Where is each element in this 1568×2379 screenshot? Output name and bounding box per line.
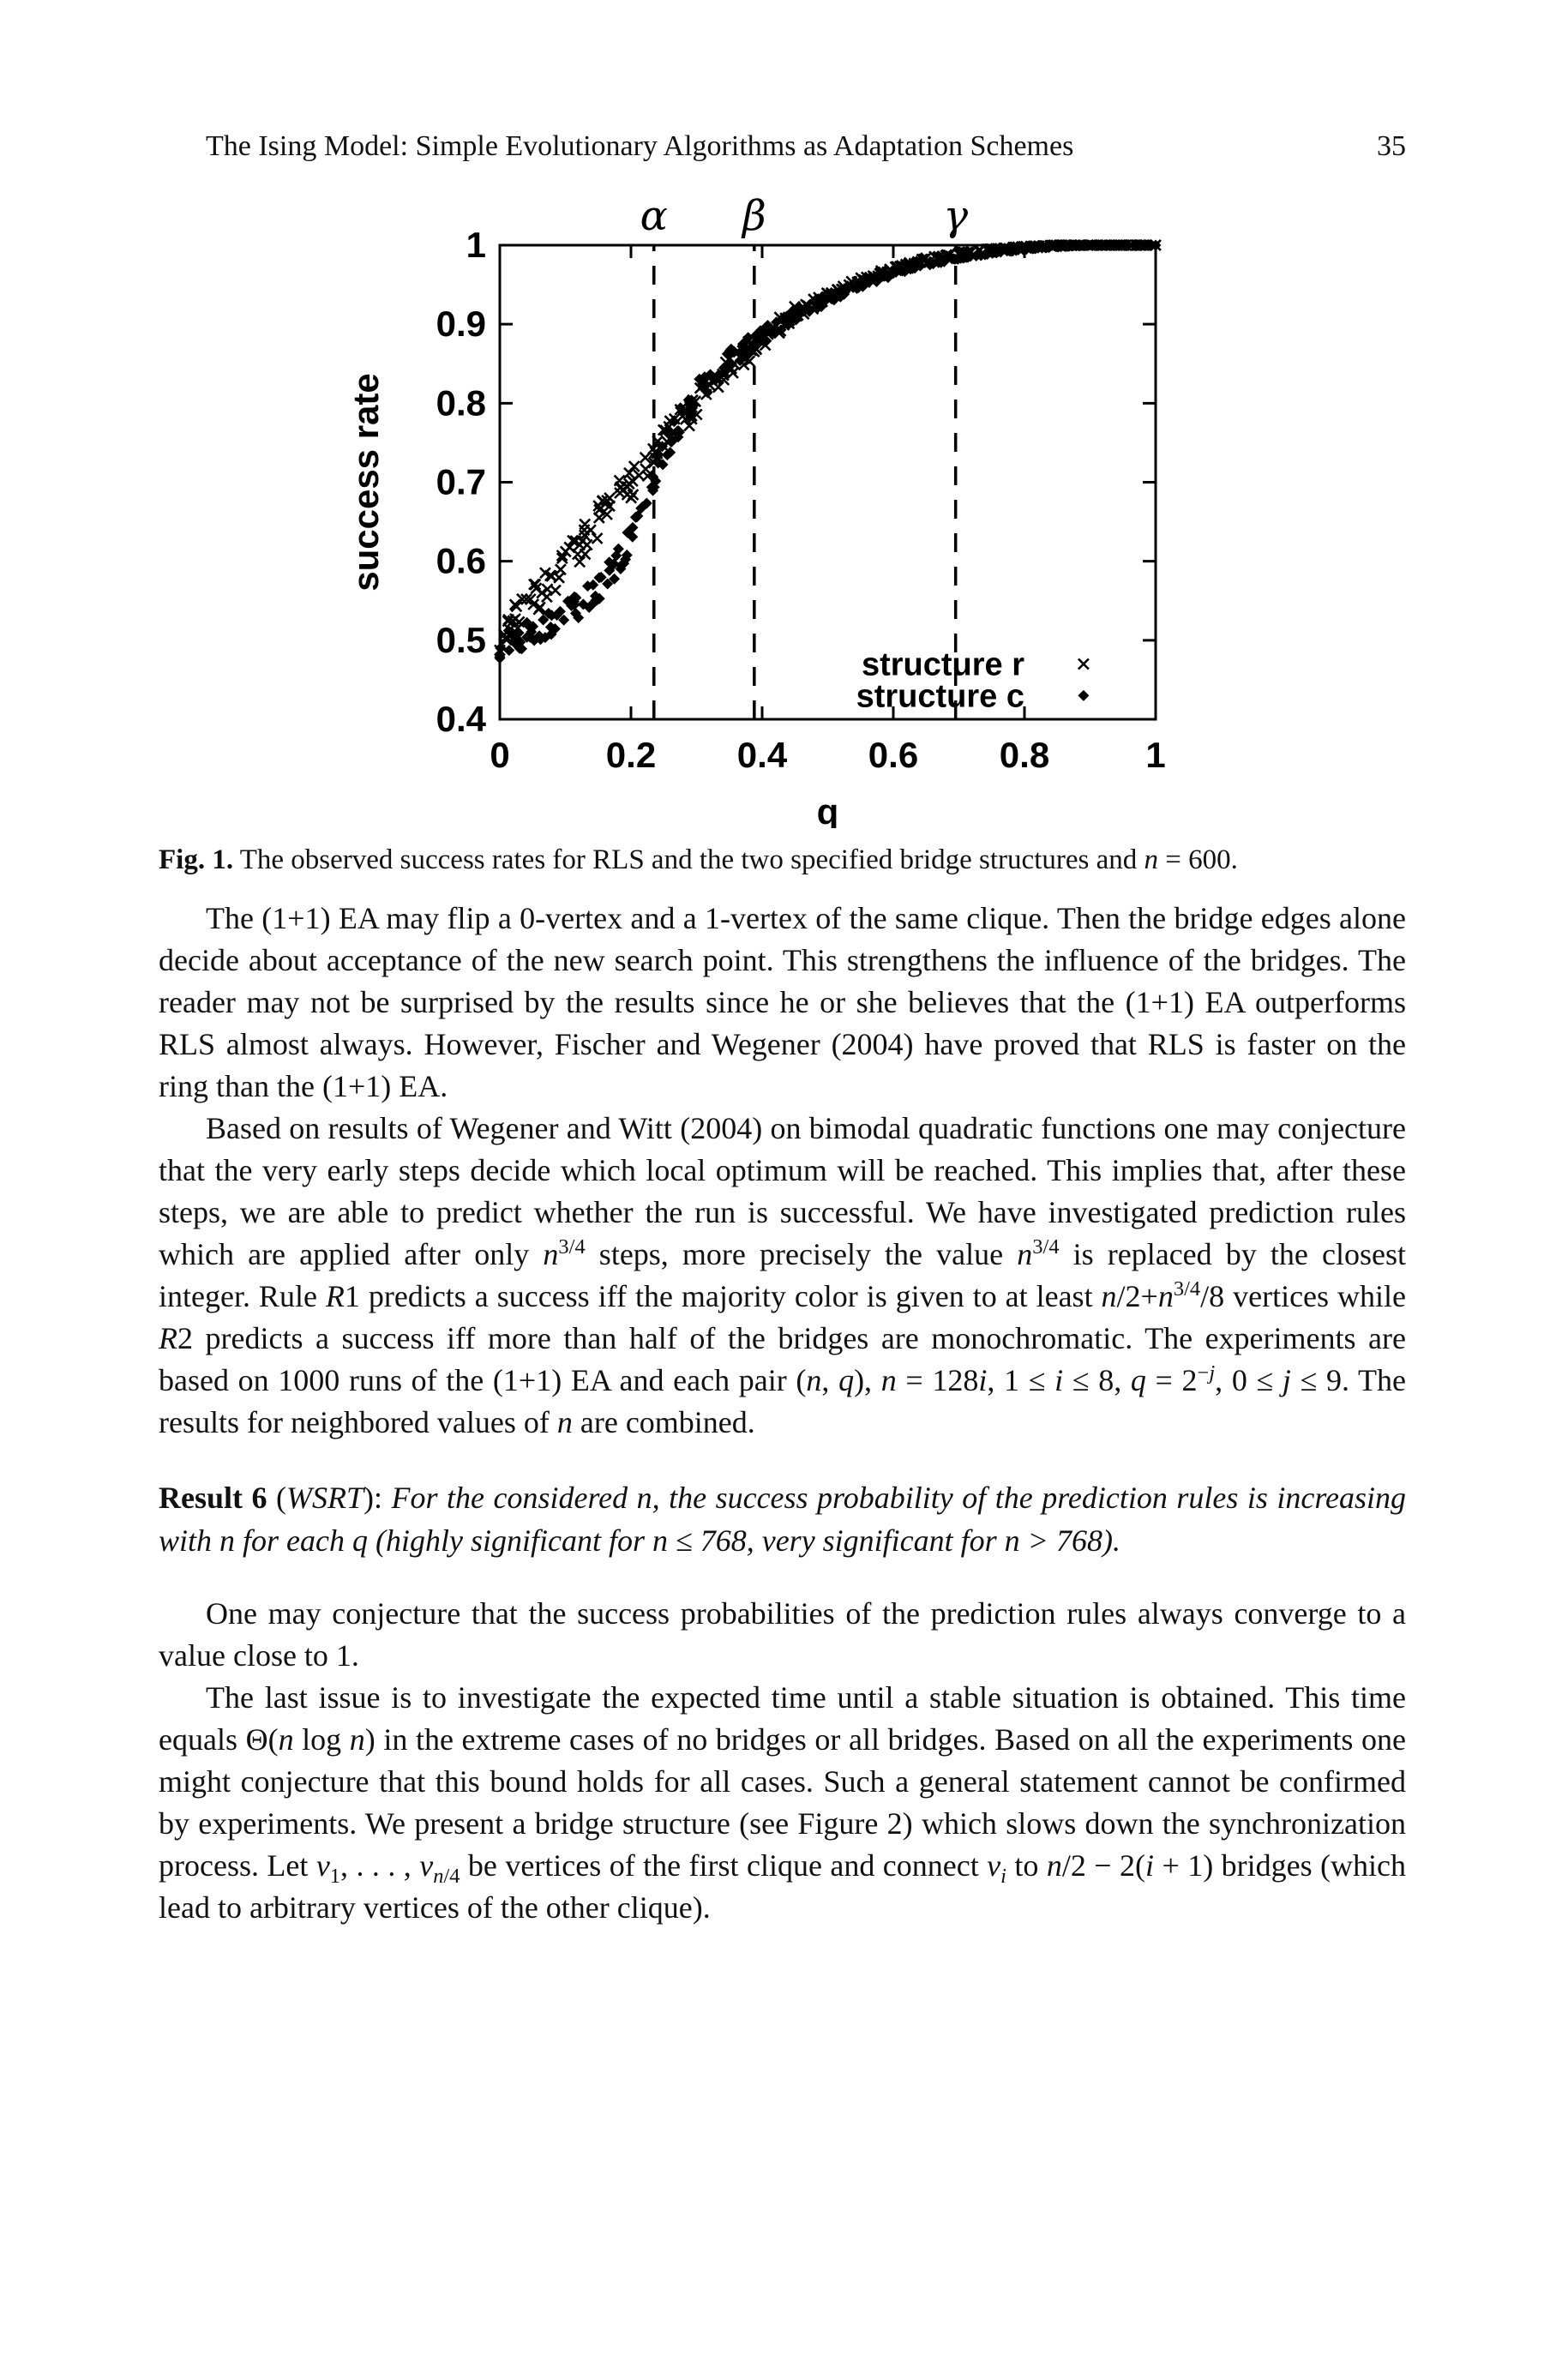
- y-tick-label: 0.4: [436, 699, 486, 739]
- y-axis-label: success rate: [345, 373, 386, 592]
- paragraph: The last issue is to investigate the exp…: [159, 1680, 1406, 1925]
- figure-chart: 0 0.2 0.4 0.6 0.8 1 0.4 0.5 0.6 0.7 0.8 0.9 1 α β γ stru…: [345, 192, 1166, 828]
- legend-marker-cross: [1077, 658, 1090, 670]
- result-paragraph: Result 6 (WSRT): For the considered n, t…: [159, 1481, 1406, 1558]
- running-head: The Ising Model: Simple Evolutionary Alg…: [159, 130, 1406, 163]
- x-tick-label: 0.8: [999, 735, 1048, 775]
- annotation-label: α: [640, 192, 667, 240]
- figure-1: 0 0.2 0.4 0.6 0.8 1 0.4 0.5 0.6 0.7 0.8 0.9 1 α β γ stru…: [159, 177, 1406, 832]
- plot-border: [498, 243, 1156, 721]
- y-tick-label: 0.8: [436, 382, 485, 423]
- annotation-label: β: [740, 192, 766, 240]
- y-tick-label: 0.5: [436, 620, 485, 660]
- x-tick-label: 0.2: [605, 735, 655, 775]
- page-number: 35: [1377, 130, 1406, 162]
- legend-marker-diamond: [1077, 689, 1089, 701]
- legend-label: structure r: [861, 646, 1024, 682]
- y-tick-label: 0.9: [436, 303, 485, 344]
- y-tick-label: 0.6: [436, 541, 485, 581]
- axis-ticks: [498, 243, 1156, 721]
- x-tick-label: 1: [1145, 735, 1165, 775]
- x-tick-label: 0.4: [736, 735, 787, 775]
- y-tick-label: 1: [466, 225, 485, 265]
- series-diamond: [494, 239, 1161, 664]
- annotation-label: γ: [943, 192, 968, 240]
- paragraph: Based on results of Wegener and Witt (20…: [159, 1111, 1406, 1439]
- page-title: The Ising Model: Simple Evolutionary Alg…: [206, 130, 1074, 162]
- legend-label: structure c: [856, 678, 1024, 714]
- y-tick-label: 0.7: [436, 462, 485, 502]
- paragraph: One may conjecture that the success prob…: [159, 1596, 1406, 1673]
- x-tick-label: 0.6: [868, 735, 917, 775]
- x-tick-label: 0: [490, 735, 509, 775]
- figure-caption: Fig. 1. The observed success rates for R…: [159, 844, 1238, 875]
- paragraph: The (1+1) EA may flip a 0-vertex and a 1…: [159, 901, 1406, 1103]
- page-content: The Ising Model: Simple Evolutionary Alg…: [159, 130, 1406, 1929]
- x-axis-label: q: [816, 791, 838, 828]
